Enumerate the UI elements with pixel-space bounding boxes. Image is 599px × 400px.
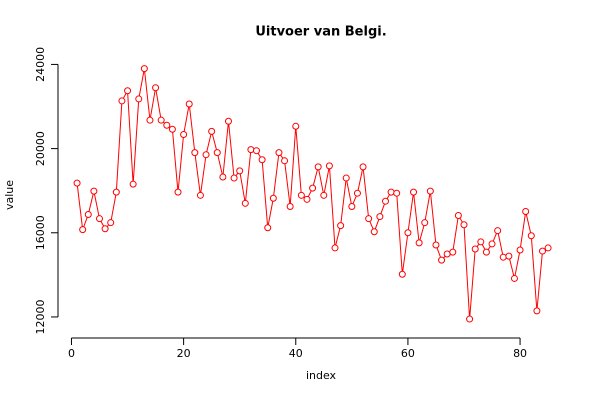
point: [410, 188, 418, 196]
point: [454, 212, 462, 220]
y-tick-label: 20000: [34, 131, 47, 166]
point: [258, 156, 266, 164]
point: [331, 244, 339, 252]
point: [510, 274, 518, 282]
point: [432, 241, 440, 249]
point: [303, 195, 311, 203]
series-line: [76, 68, 549, 320]
point: [482, 248, 490, 256]
point: [219, 173, 227, 181]
point: [124, 87, 132, 95]
point: [527, 232, 535, 240]
point: [320, 191, 328, 199]
point: [286, 202, 294, 210]
x-tick-label: 20: [177, 347, 191, 360]
point: [224, 117, 232, 125]
y-tick-label: 24000: [34, 47, 47, 82]
point: [107, 219, 115, 227]
x-tick-label: 40: [289, 347, 303, 360]
chart-title: Uitvoer van Belgi.: [255, 25, 386, 40]
point: [488, 240, 496, 248]
point: [202, 151, 210, 159]
point: [174, 188, 182, 196]
point: [398, 270, 406, 278]
point: [269, 194, 277, 202]
point: [314, 163, 322, 171]
point: [544, 244, 552, 252]
point: [112, 188, 120, 196]
x-tick-label: 0: [68, 347, 75, 360]
point: [275, 149, 283, 157]
point: [168, 125, 176, 133]
point: [90, 187, 98, 195]
point: [297, 191, 305, 199]
point: [84, 210, 92, 218]
point: [118, 97, 126, 105]
point: [325, 162, 333, 170]
point: [342, 174, 350, 182]
point: [426, 187, 434, 195]
point: [381, 197, 389, 205]
point: [253, 147, 261, 155]
point: [264, 224, 272, 232]
point: [494, 227, 502, 235]
point: [152, 84, 160, 92]
point: [539, 247, 547, 255]
point: [471, 245, 479, 253]
point: [95, 215, 103, 223]
x-tick-label: 60: [401, 347, 415, 360]
point: [185, 100, 193, 108]
point: [146, 116, 154, 124]
point: [101, 225, 109, 233]
point: [443, 250, 451, 258]
point: [79, 226, 87, 234]
point: [449, 248, 457, 256]
point: [393, 189, 401, 197]
point: [196, 191, 204, 199]
point: [460, 221, 468, 229]
point: [477, 238, 485, 246]
point: [404, 229, 412, 237]
point: [533, 307, 541, 315]
point: [376, 213, 384, 221]
point: [359, 163, 367, 171]
point: [505, 252, 513, 260]
point: [365, 215, 373, 223]
point: [522, 208, 530, 216]
point: [499, 253, 507, 261]
point: [230, 174, 238, 182]
point: [438, 256, 446, 264]
point: [73, 179, 81, 187]
point: [135, 95, 143, 103]
point: [516, 246, 524, 254]
point: [241, 199, 249, 207]
point: [180, 130, 188, 138]
point: [140, 65, 148, 73]
point: [370, 228, 378, 236]
point: [157, 116, 165, 124]
y-tick-label: 16000: [34, 215, 47, 250]
point: [348, 202, 356, 210]
y-axis-label: value: [3, 180, 16, 210]
point: [213, 149, 221, 157]
point: [191, 149, 199, 157]
point: [129, 180, 137, 188]
point: [387, 188, 395, 196]
point: [247, 146, 255, 154]
point: [292, 122, 300, 130]
point: [281, 157, 289, 165]
point: [337, 222, 345, 230]
point: [236, 167, 244, 175]
point: [421, 219, 429, 227]
point: [163, 121, 171, 129]
y-tick-label: 12000: [34, 299, 47, 334]
point: [353, 189, 361, 197]
x-tick-label: 80: [513, 347, 527, 360]
x-axis-label: index: [306, 369, 337, 382]
point: [415, 239, 423, 247]
point: [208, 127, 216, 135]
point: [466, 315, 474, 323]
point: [309, 184, 317, 192]
